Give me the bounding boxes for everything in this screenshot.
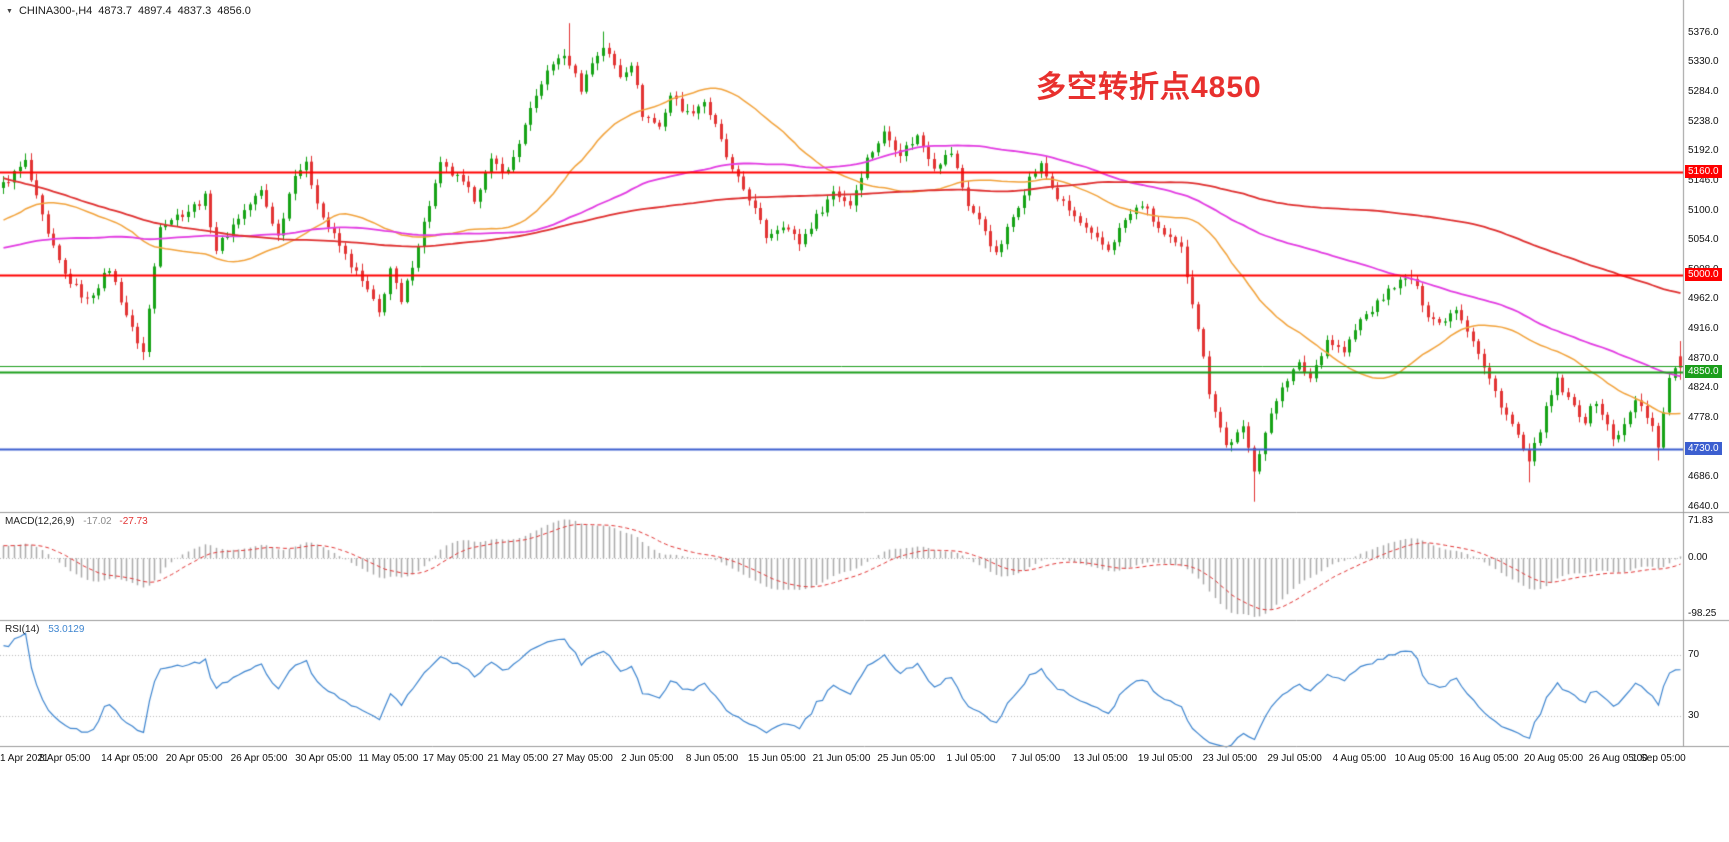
- rsi-header: RSI(14) 53.0129: [5, 624, 84, 635]
- symbol-timeframe-label: CHINA300-,H4: [18, 5, 93, 17]
- annotation-text: 多空转折点4850: [1036, 71, 1262, 104]
- macd-main-value: -17.02: [83, 516, 112, 527]
- ohlc-high: 4897.4: [137, 5, 172, 17]
- macd-label: MACD(12,26,9): [5, 516, 75, 527]
- macd-signal-value: -27.73: [119, 516, 148, 527]
- symbol-info-bar[interactable]: ▼ CHINA300-,H4 4873.7 4897.4 4837.3 4856…: [6, 5, 251, 17]
- symbol-dropdown-icon[interactable]: ▼: [6, 7, 13, 15]
- ohlc-open: 4873.7: [98, 5, 132, 17]
- ohlc-low: 4837.3: [177, 5, 212, 17]
- rsi-value: 53.0129: [48, 624, 85, 635]
- ohlc-close: 4856.0: [217, 5, 251, 17]
- rsi-label: RSI(14): [5, 624, 40, 635]
- macd-header: MACD(12,26,9) -17.02 -27.73: [5, 516, 148, 527]
